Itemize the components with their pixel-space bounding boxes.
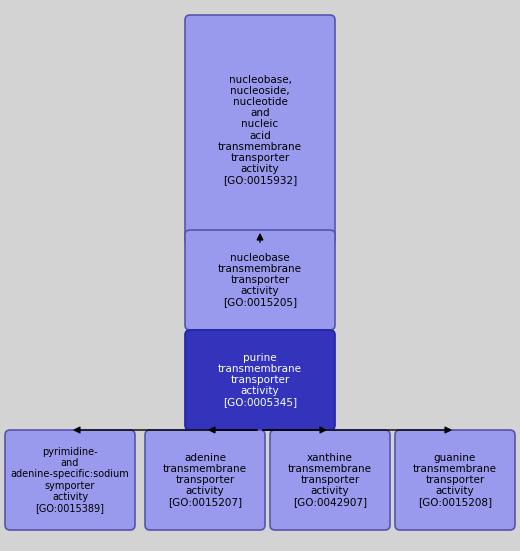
Text: adenine
transmembrane
transporter
activity
[GO:0015207]: adenine transmembrane transporter activi…: [163, 452, 247, 507]
Text: nucleobase,
nucleoside,
nucleotide
and
nucleic
acid
transmembrane
transporter
ac: nucleobase, nucleoside, nucleotide and n…: [218, 74, 302, 185]
Text: pyrimidine-
and
adenine-specific:sodium
symporter
activity
[GO:0015389]: pyrimidine- and adenine-specific:sodium …: [10, 447, 129, 513]
Text: xanthine
transmembrane
transporter
activity
[GO:0042907]: xanthine transmembrane transporter activ…: [288, 452, 372, 507]
FancyBboxPatch shape: [270, 430, 390, 530]
Text: purine
transmembrane
transporter
activity
[GO:0005345]: purine transmembrane transporter activit…: [218, 353, 302, 407]
FancyBboxPatch shape: [395, 430, 515, 530]
Text: nucleobase
transmembrane
transporter
activity
[GO:0015205]: nucleobase transmembrane transporter act…: [218, 252, 302, 307]
FancyBboxPatch shape: [5, 430, 135, 530]
Text: guanine
transmembrane
transporter
activity
[GO:0015208]: guanine transmembrane transporter activi…: [413, 452, 497, 507]
FancyBboxPatch shape: [145, 430, 265, 530]
FancyBboxPatch shape: [185, 330, 335, 430]
FancyBboxPatch shape: [185, 230, 335, 330]
FancyBboxPatch shape: [185, 15, 335, 245]
